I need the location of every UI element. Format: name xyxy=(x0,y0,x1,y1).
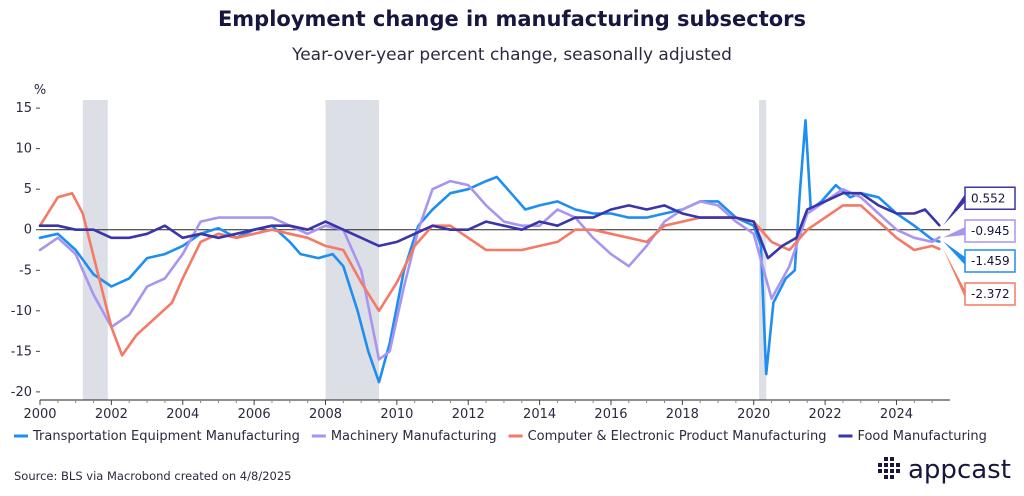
end-value-badge-0: -1.459 xyxy=(943,241,1016,273)
legend-item-1: Machinery Manufacturing xyxy=(311,429,497,444)
x-tick-label: 2018 xyxy=(666,407,699,422)
end-value-badge-1: -0.945 xyxy=(943,219,1016,243)
badge-box xyxy=(964,219,1016,243)
end-value-badges: 0.552 -0.945 -1.459 -2.372 xyxy=(943,186,1016,306)
y-tick-label: -5 xyxy=(19,263,32,278)
x-tick-label: 2014 xyxy=(523,407,556,422)
y-tick-label: 0 xyxy=(24,223,32,238)
x-tick-label: 2006 xyxy=(238,407,271,422)
chart-title: Employment change in manufacturing subse… xyxy=(218,7,806,31)
x-tick-label: 2012 xyxy=(452,407,485,422)
recession-band-0 xyxy=(82,100,108,400)
legend-item-0: Transportation Equipment Manufacturing xyxy=(14,429,300,444)
logo-dot xyxy=(896,469,900,473)
end-value-badge-3: 0.552 xyxy=(943,186,1016,226)
x-tick-label: 2022 xyxy=(809,407,842,422)
logo-dot xyxy=(890,469,894,473)
appcast-logo: appcast xyxy=(878,455,1011,485)
badge-box xyxy=(964,282,1016,306)
y-tick-label: 15 xyxy=(15,101,32,116)
x-tick-label: 2002 xyxy=(95,407,128,422)
series-line-2 xyxy=(38,191,941,357)
dot-grid-logo-icon xyxy=(878,457,900,479)
x-tick-label: 2010 xyxy=(380,407,413,422)
legend-label: Food Manufacturing xyxy=(857,429,986,444)
axes: 15 10 5 0 -5 -10 -15 -20 2000 2002 2004 2006 2008 201… xyxy=(11,101,950,422)
x-tick-label: 2004 xyxy=(166,407,199,422)
logo-dot xyxy=(884,457,888,461)
badge-pointer xyxy=(943,194,965,226)
badge-value: -0.945 xyxy=(971,224,1010,238)
x-tick-label: 2008 xyxy=(309,407,342,422)
x-tick-label: 2000 xyxy=(23,407,56,422)
legend: Transportation Equipment Manufacturing Ma… xyxy=(14,429,987,444)
legend-item-3: Food Manufacturing xyxy=(838,429,987,444)
y-tick-label: -20 xyxy=(11,385,32,400)
badge-pointer xyxy=(943,248,965,298)
x-tick-label: 2016 xyxy=(594,407,627,422)
badge-pointer xyxy=(943,227,965,238)
badge-value: -2.372 xyxy=(971,287,1010,301)
badge-value: -1.459 xyxy=(971,254,1010,268)
legend-label: Computer & Electronic Product Manufactur… xyxy=(528,429,827,444)
legend-label: Transportation Equipment Manufacturing xyxy=(32,429,300,444)
logo-dot xyxy=(878,463,882,467)
y-axis-unit-label: % xyxy=(34,83,46,98)
logo-dot xyxy=(884,475,888,479)
series-line-3 xyxy=(38,191,941,260)
badge-value: 0.552 xyxy=(971,191,1005,205)
x-tick-label: 2020 xyxy=(737,407,770,422)
logo-dot xyxy=(884,469,888,473)
x-tick-label: 2024 xyxy=(880,407,913,422)
badge-box xyxy=(964,249,1016,273)
logo-dot xyxy=(890,457,894,461)
y-tick-label: 5 xyxy=(24,182,32,197)
logo-dot xyxy=(896,463,900,467)
y-tick-label: 10 xyxy=(15,142,32,157)
logo-dot xyxy=(890,475,894,479)
logo-dot xyxy=(890,463,894,467)
badge-box xyxy=(964,186,1016,211)
end-value-badge-2: -2.372 xyxy=(943,248,1016,306)
series-lines xyxy=(38,119,941,384)
y-tick-label: -15 xyxy=(11,344,32,359)
logo-dot xyxy=(878,469,882,473)
source-note: Source: BLS via Macrobond created on 4/8… xyxy=(14,469,291,483)
y-tick-label: -10 xyxy=(11,304,32,319)
series-line-1 xyxy=(38,179,941,361)
badge-pointer xyxy=(943,241,965,265)
recession-band-2 xyxy=(759,100,767,400)
legend-item-2: Computer & Electronic Product Manufactur… xyxy=(508,429,827,444)
chart-subtitle: Year-over-year percent change, seasonall… xyxy=(291,45,732,65)
logo-dot xyxy=(884,463,888,467)
logo-text: appcast xyxy=(908,455,1011,485)
series-line-0 xyxy=(38,119,941,384)
legend-label: Machinery Manufacturing xyxy=(331,429,497,444)
